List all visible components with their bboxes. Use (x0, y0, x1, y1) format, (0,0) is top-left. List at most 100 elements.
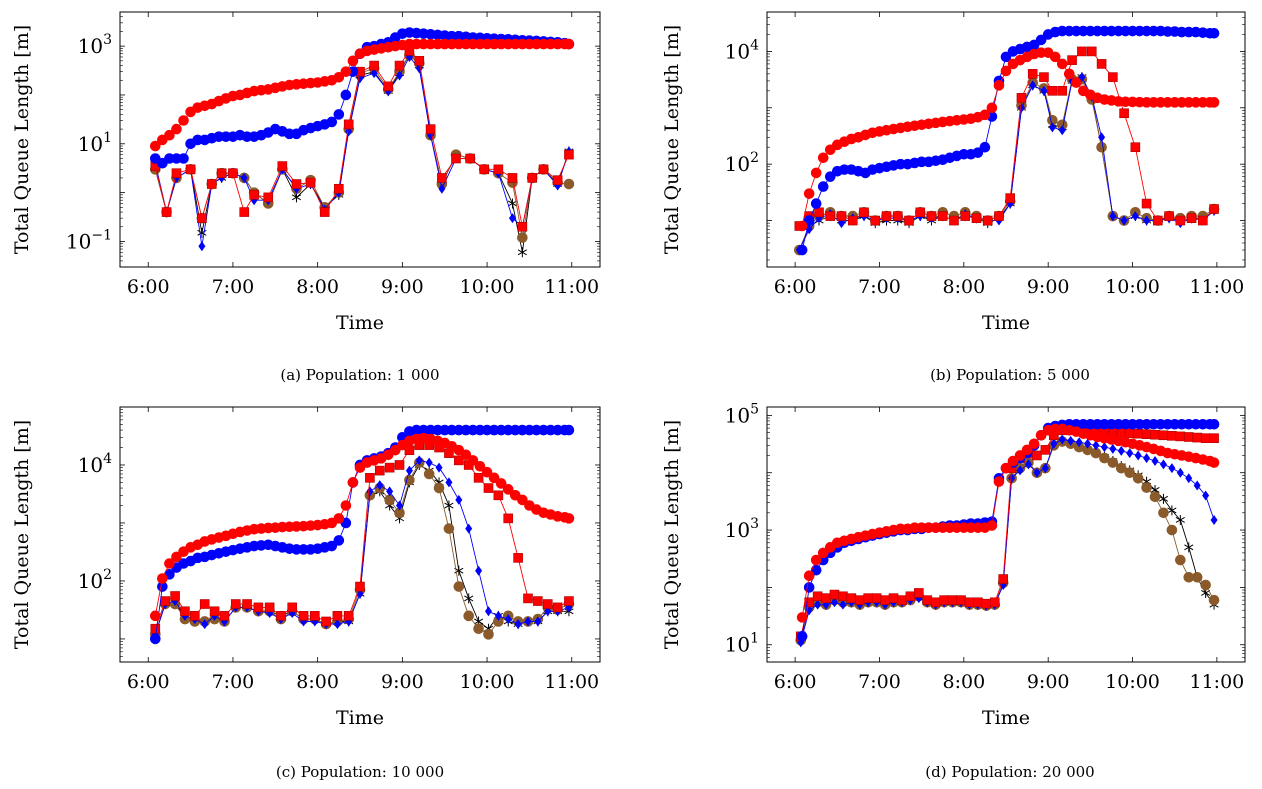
series-red-circle-point-59 (1208, 457, 1220, 468)
series-red-square-point-19 (355, 581, 365, 592)
series-red-circle (149, 432, 575, 622)
series-red-circle-point-50 (502, 484, 514, 495)
series-blue-diamond-point-22 (1040, 85, 1048, 96)
series-red-circle-point-28 (993, 80, 1005, 91)
series-red-circle-point-59 (563, 513, 575, 524)
series-red-square-point-40 (564, 596, 574, 606)
series-red-square-point-30 (517, 221, 528, 232)
series-red-square-point-29 (1108, 72, 1118, 82)
series-red-square-point-26 (465, 153, 475, 164)
series-red-square-point-33 (1153, 215, 1163, 226)
series-black-point-30 (464, 593, 474, 604)
series-red-square-point-31 (527, 173, 538, 183)
series-blue-circle-point-26 (333, 109, 345, 120)
series-red-square-point-24 (437, 173, 447, 183)
series-red-circle-point-27 (986, 102, 998, 114)
series-blue-diamond-point-31 (1058, 434, 1066, 445)
series-black-line (154, 52, 570, 253)
series-red-circle-point-0 (149, 140, 161, 152)
series-red-square-point-26 (1077, 46, 1087, 57)
series-red-square-point-20 (365, 473, 375, 483)
series-black-point-45 (1175, 514, 1185, 525)
y-tick-label: 103 (725, 516, 759, 542)
x-tick-label: 8:00 (296, 671, 339, 693)
series-red-square-point-12 (926, 211, 937, 221)
series-red-square-point-46 (1183, 432, 1194, 442)
series-red-square-point-9 (249, 190, 259, 200)
series-red-square-point-39 (1124, 428, 1135, 438)
series-red-circle-point-1 (803, 570, 815, 581)
series-red-square-point-1 (161, 207, 172, 217)
series-red-square-point-25 (1067, 55, 1077, 65)
series-red-square-point-18 (369, 60, 379, 71)
series-blue-diamond-point-43 (1159, 459, 1167, 470)
series-red-square-point-37 (533, 596, 543, 606)
x-tick-label: 10:00 (460, 276, 515, 298)
series-red-square-point-28 (1096, 59, 1107, 69)
series-red-square-point-35 (1175, 215, 1186, 226)
series-red-square-point-1 (160, 596, 170, 606)
series-brown-point-28 (1096, 141, 1107, 153)
series-brown-point-44 (1166, 524, 1178, 536)
x-tick-label: 8:00 (942, 276, 985, 298)
y-axis-label: Total Queue Length [m] (661, 25, 683, 254)
series-blue-circle-point-3 (817, 181, 829, 192)
series-brown-point-30 (517, 232, 528, 243)
plot-frame (766, 11, 1246, 268)
series-red-square-point-16 (930, 597, 941, 608)
series-red-square-point-7 (870, 215, 881, 226)
caption-d: (d) Population: 20 000 (925, 763, 1095, 781)
series-red-square-point-47 (1192, 432, 1203, 443)
series-blue-diamond-point-37 (534, 616, 542, 627)
series-red-square-point-7 (219, 611, 230, 621)
series-red-circle-point-2 (810, 167, 822, 179)
series-red-circle-point-1 (803, 188, 815, 199)
series-blue-diamond-point-31 (475, 565, 483, 576)
series-red-square-point-22 (384, 462, 395, 473)
series-red-circle-point-3 (817, 547, 829, 559)
series-brown-point-39 (1124, 467, 1136, 479)
series-blue-diamond-point-34 (1084, 438, 1092, 449)
series-blue-diamond-point-24 (1058, 125, 1066, 136)
series-blue-circle-point-59 (1208, 418, 1220, 430)
series-brown-point-48 (1200, 579, 1211, 591)
series-red-square-point-37 (1198, 215, 1208, 226)
data-layer (795, 418, 1220, 648)
series-red-square-point-25 (451, 153, 461, 164)
series-blue-diamond-point-29 (508, 213, 516, 224)
x-axis-label: Time (982, 707, 1030, 729)
series-red-square-point-6 (859, 207, 869, 218)
series-red-circle (149, 38, 575, 152)
series-red-square-point-5 (838, 591, 848, 602)
series-blue-diamond-point-28 (445, 477, 453, 488)
x-tick-label: 7:00 (212, 671, 255, 693)
series-red-circle-point-59 (563, 38, 575, 50)
series-red-square-point-3 (180, 606, 190, 617)
series-blue-circle-point-26 (979, 141, 991, 153)
series-red-circle-point-2 (164, 129, 175, 141)
series-blue-diamond-point-27 (435, 462, 443, 473)
series-blue-diamond-point-21 (376, 480, 384, 491)
series-red-square-point-33 (552, 175, 563, 185)
series-red-square-point-16 (343, 119, 354, 130)
series-red-square-point-10 (253, 602, 264, 613)
series-brown-point-29 (453, 581, 465, 592)
series-blue-diamond-point-40 (1134, 450, 1142, 461)
series-blue-diamond-point-32 (1067, 435, 1075, 446)
series-red-square-point-11 (264, 602, 275, 613)
series-red-square-point-2 (814, 207, 824, 218)
caption-b: (b) Population: 5 000 (930, 366, 1090, 384)
series-red-square-point-1 (804, 597, 814, 608)
series-blue-diamond-point-20 (396, 70, 404, 81)
series-red-circle-point-27 (986, 520, 998, 531)
series-blue-diamond-point-39 (1126, 448, 1134, 459)
series-red-square-point-4 (190, 611, 200, 621)
series-blue-diamond-point-30 (1120, 215, 1128, 226)
series-red-square-point-15 (960, 211, 971, 221)
series-red-square-point-32 (1141, 198, 1152, 209)
x-tick-label: 9:00 (1027, 671, 1070, 693)
series-red-square-point-40 (1133, 428, 1143, 439)
series-red-circle (796, 47, 1220, 232)
y-tick-label: 101 (78, 130, 112, 156)
